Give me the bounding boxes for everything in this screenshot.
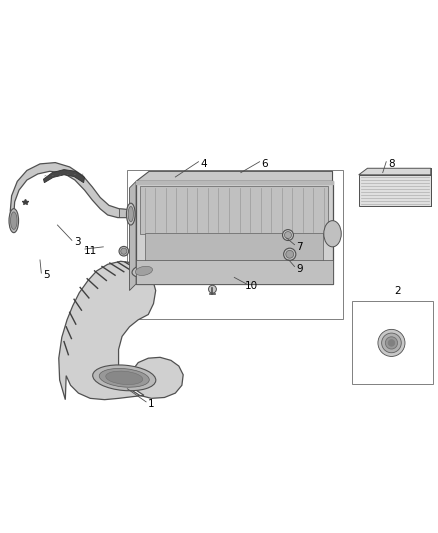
- Bar: [136, 181, 332, 284]
- Polygon shape: [136, 171, 332, 181]
- Bar: [352, 302, 433, 384]
- Bar: [145, 233, 323, 263]
- Polygon shape: [359, 168, 431, 175]
- Ellipse shape: [9, 208, 18, 233]
- Ellipse shape: [385, 337, 398, 349]
- Ellipse shape: [381, 333, 401, 353]
- Polygon shape: [43, 169, 85, 183]
- Text: 4: 4: [201, 159, 207, 169]
- Ellipse shape: [285, 231, 291, 239]
- Ellipse shape: [135, 266, 152, 276]
- Ellipse shape: [99, 368, 149, 387]
- Text: 3: 3: [74, 238, 81, 247]
- Ellipse shape: [119, 246, 129, 256]
- Text: 6: 6: [261, 159, 268, 169]
- Bar: [136, 260, 332, 284]
- Ellipse shape: [324, 221, 341, 247]
- Text: 7: 7: [297, 242, 303, 252]
- Ellipse shape: [283, 230, 293, 240]
- Ellipse shape: [121, 248, 127, 254]
- Polygon shape: [59, 261, 183, 400]
- Text: 5: 5: [43, 270, 50, 280]
- Ellipse shape: [11, 212, 17, 229]
- Ellipse shape: [132, 264, 156, 277]
- Ellipse shape: [208, 285, 216, 293]
- Ellipse shape: [284, 248, 296, 261]
- Ellipse shape: [286, 251, 293, 258]
- Text: 11: 11: [84, 246, 97, 256]
- Text: 2: 2: [394, 286, 400, 295]
- Bar: [141, 185, 328, 234]
- Text: 9: 9: [297, 264, 303, 273]
- Ellipse shape: [127, 203, 135, 225]
- Text: 1: 1: [148, 399, 155, 409]
- Ellipse shape: [388, 340, 395, 346]
- Text: 8: 8: [388, 159, 395, 169]
- Ellipse shape: [378, 329, 405, 357]
- Polygon shape: [11, 163, 131, 227]
- Ellipse shape: [128, 206, 134, 222]
- Ellipse shape: [106, 371, 143, 384]
- Ellipse shape: [93, 365, 156, 391]
- Polygon shape: [120, 209, 131, 217]
- Polygon shape: [130, 181, 136, 290]
- Text: 10: 10: [245, 281, 258, 291]
- Bar: [359, 175, 431, 206]
- Bar: [127, 171, 343, 319]
